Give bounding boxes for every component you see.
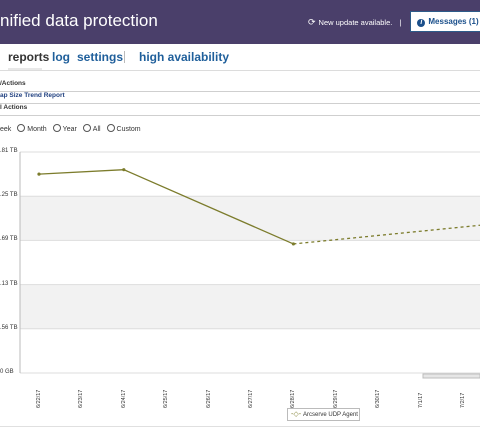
data-point[interactable] [291,242,295,246]
grid-band [20,284,480,329]
range-label-all: All [92,126,101,133]
top-bar: nified data protection ⟳ New update avail… [0,0,480,44]
app-title: nified data protection [0,11,158,30]
tab-divider [124,51,125,63]
x-tick-label: 6/26/17 [205,389,212,408]
section-header-global-actions: l Actions [0,104,480,116]
date-range-selector: eek Month Year All Custom [0,124,141,133]
y-tick-label: 0 GB [0,369,14,375]
size-trend-chart [19,151,480,379]
refresh-icon: ⟳ [308,17,316,27]
y-tick-label: .56 TB [0,324,18,331]
range-label-year: Year [62,126,77,133]
section-header-actions: /Actions [0,80,480,92]
data-point[interactable] [122,168,126,172]
x-tick-label: 7/1/17 [417,392,424,408]
tab-settings[interactable]: settings [77,50,124,64]
update-text[interactable]: New update available. [318,18,393,27]
radio-all[interactable] [82,124,91,132]
legend-series-marker: -◇- [291,411,302,418]
footer-divider [0,426,480,427]
y-tick-label: .13 TB [0,280,18,287]
update-notice[interactable]: ⟳ New update available. | [308,17,401,28]
info-icon: i [417,19,426,27]
y-tick-label: .25 TB [0,192,18,199]
x-tick-label: 6/28/17 [290,389,297,408]
x-tick-label: 6/30/17 [375,389,382,408]
range-label-month: Month [27,126,47,133]
y-tick-label: .81 TB [0,148,18,154]
x-tick-label: 6/25/17 [163,389,170,408]
radio-custom[interactable] [106,124,115,132]
range-label-custom: Custom [116,126,141,133]
active-tab-indicator [8,68,42,70]
tab-high-availability[interactable]: high availability [139,50,230,64]
radio-month[interactable] [17,124,26,132]
radio-year[interactable] [52,124,61,132]
range-option-week[interactable]: eek [0,126,12,133]
x-tick-label: 6/23/17 [78,389,85,408]
x-tick-label: 7/2/17 [460,392,466,408]
data-point[interactable] [37,172,41,176]
x-tick-label: 6/22/17 [36,389,42,408]
y-tick-label: .69 TB [0,236,18,243]
x-tick-label: 6/27/17 [248,389,254,408]
chart-scrollbar[interactable] [422,373,480,379]
report-title[interactable]: ap Size Trend Report [0,92,480,104]
grid-band [20,196,480,241]
tab-reports[interactable]: reports [8,50,50,64]
update-separator: | [399,18,402,27]
x-tick-label: 6/29/17 [332,389,339,408]
chart-legend[interactable]: -◇- Arcserve UDP Agent [287,408,360,421]
messages-label: Messages (1) [428,17,479,26]
x-tick-label: 6/24/17 [120,389,127,408]
legend-series-label: Arcserve UDP Agent [303,412,358,418]
tab-log[interactable]: log [52,50,70,64]
main-nav: reports log settings high availability [0,44,480,71]
messages-button[interactable]: i Messages (1) [410,11,480,32]
